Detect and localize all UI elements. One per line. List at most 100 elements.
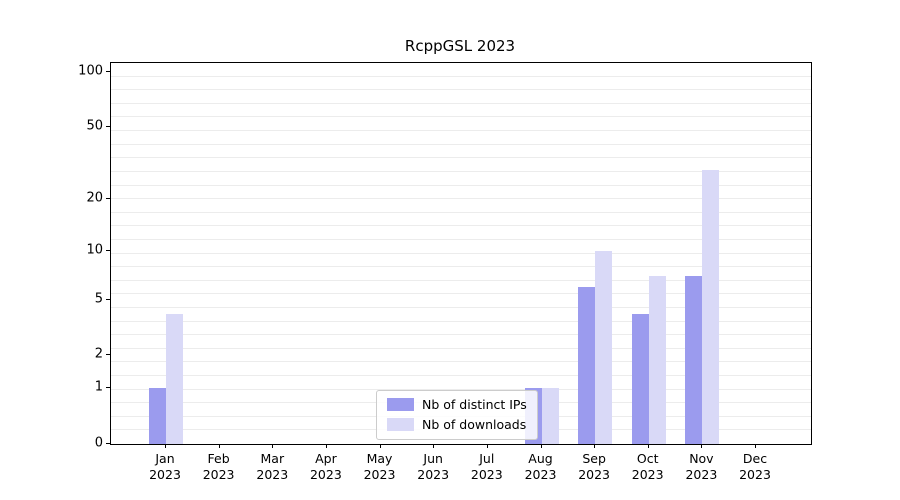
x-tick-label-line: 2023 bbox=[470, 467, 503, 483]
x-tick-label-line: 2023 bbox=[578, 467, 610, 483]
gridline bbox=[111, 170, 811, 172]
y-tick-label: 1 bbox=[94, 379, 103, 395]
y-tick-label: 10 bbox=[86, 242, 103, 258]
x-tick-label: Nov 2023 bbox=[666, 451, 736, 484]
x-tick-label-line: Oct bbox=[636, 451, 659, 466]
x-tick bbox=[165, 444, 166, 448]
y-tick bbox=[106, 443, 110, 444]
legend-label-downloads: Nb of downloads bbox=[422, 416, 527, 432]
bar-distinct-ips-nov-2023 bbox=[685, 276, 703, 444]
x-tick-label-line: Nov bbox=[689, 451, 714, 466]
y-tick-label: 100 bbox=[78, 63, 103, 79]
x-tick-label: Mar 2023 bbox=[237, 451, 307, 484]
y-tick-label: 20 bbox=[86, 190, 103, 206]
x-tick-label-line: 2023 bbox=[256, 467, 289, 483]
bar-distinct-ips-sep-2023 bbox=[578, 287, 596, 444]
x-tick-label-line: 2023 bbox=[739, 467, 771, 483]
x-tick-label-line: May bbox=[366, 451, 393, 466]
x-tick-label-line: Apr bbox=[315, 451, 337, 466]
y-tick-label: 2 bbox=[94, 346, 103, 362]
x-tick-label-line: Dec bbox=[742, 451, 768, 466]
y-tick bbox=[106, 71, 110, 72]
gridline bbox=[111, 252, 811, 254]
gridline bbox=[111, 184, 811, 186]
x-tick bbox=[594, 444, 596, 448]
bar-downloads-jan-2023 bbox=[166, 314, 183, 444]
bar-distinct-ips-jan-2023 bbox=[149, 388, 166, 444]
y-tick bbox=[106, 197, 110, 199]
x-tick-label-line: 2023 bbox=[685, 467, 718, 483]
x-tick-label-line: Jun bbox=[423, 451, 443, 466]
y-tick bbox=[106, 387, 110, 389]
y-tick-label: 50 bbox=[86, 118, 103, 134]
y-axis-tick-labels: 0 1 2 5 10 20 50 100 bbox=[0, 62, 103, 450]
legend-item-downloads: Nb of downloads bbox=[387, 416, 527, 432]
x-tick-label: Jun 2023 bbox=[398, 451, 468, 484]
gridline bbox=[111, 211, 811, 213]
legend-item-distinct-ips: Nb of distinct IPs bbox=[387, 398, 527, 412]
x-tick-label-line: Jan bbox=[155, 451, 175, 466]
y-tick bbox=[106, 126, 110, 128]
chart-title: RcppGSL 2023 bbox=[404, 37, 516, 55]
y-tick-label: 0 bbox=[94, 435, 103, 451]
bar-distinct-ips-oct-2023 bbox=[631, 314, 649, 444]
gridline bbox=[111, 266, 811, 268]
x-tick bbox=[218, 444, 220, 448]
x-tick bbox=[540, 444, 542, 448]
plot-area: Nb of distinct IPs Nb of downloads bbox=[110, 62, 812, 445]
x-tick-label-line: 2023 bbox=[631, 467, 664, 483]
x-axis-ticks bbox=[110, 444, 810, 449]
legend-swatch-distinct-ips bbox=[387, 398, 414, 412]
bar-downloads-oct-2023 bbox=[648, 276, 666, 444]
x-tick bbox=[325, 444, 327, 448]
x-tick-label: Jul 2023 bbox=[452, 451, 522, 484]
y-tick bbox=[106, 354, 110, 356]
gridline bbox=[111, 361, 811, 363]
gridline bbox=[111, 225, 811, 227]
gridline bbox=[111, 130, 811, 131]
x-tick-label-line: Aug bbox=[528, 451, 553, 466]
legend: Nb of distinct IPs Nb of downloads bbox=[376, 390, 538, 440]
x-tick bbox=[433, 444, 435, 448]
gridline bbox=[111, 279, 811, 281]
gridline bbox=[111, 320, 811, 322]
gridline bbox=[111, 75, 811, 77]
gridline bbox=[111, 388, 811, 390]
x-tick-label-line: Feb bbox=[207, 451, 230, 466]
gridline bbox=[111, 306, 811, 308]
x-tick bbox=[647, 444, 649, 448]
y-tick-label: 5 bbox=[94, 291, 103, 307]
x-tick-label: Feb 2023 bbox=[184, 451, 254, 484]
x-tick-label: Dec 2023 bbox=[720, 451, 790, 484]
gridline bbox=[111, 102, 811, 104]
y-tick bbox=[106, 298, 110, 300]
gridline bbox=[111, 157, 811, 159]
x-tick-label-line: 2023 bbox=[524, 467, 557, 483]
x-tick bbox=[379, 444, 381, 448]
x-axis-tick-labels: Jan 2023 Feb 2023 Mar 2023 Apr 2023 May 2023 Jun 20… bbox=[110, 451, 810, 491]
x-tick bbox=[701, 444, 703, 448]
gridline bbox=[111, 198, 811, 200]
bar-series bbox=[111, 63, 811, 444]
x-tick bbox=[486, 444, 488, 448]
bar-downloads-sep-2023 bbox=[595, 250, 613, 444]
legend-label-distinct-ips: Nb of distinct IPs bbox=[422, 397, 527, 412]
x-tick bbox=[755, 444, 756, 448]
x-tick-label-line: Mar bbox=[260, 451, 285, 466]
x-tick-label-line: Jul bbox=[479, 451, 495, 466]
x-tick-label-line: 2023 bbox=[202, 467, 235, 483]
bar-downloads-nov-2023 bbox=[702, 169, 720, 444]
x-tick-label-line: 2023 bbox=[417, 467, 450, 483]
y-axis-ticks bbox=[106, 62, 110, 444]
x-tick-label-line: 2023 bbox=[363, 467, 396, 483]
gridline bbox=[111, 375, 811, 376]
legend-swatch-downloads bbox=[387, 418, 414, 432]
x-tick-label: Sep 2023 bbox=[559, 451, 629, 484]
gridline bbox=[111, 116, 811, 118]
y-tick bbox=[106, 249, 110, 251]
gridline bbox=[111, 238, 811, 240]
gridline bbox=[111, 334, 811, 336]
bar-downloads-aug-2023 bbox=[541, 388, 559, 444]
x-tick bbox=[272, 444, 274, 448]
